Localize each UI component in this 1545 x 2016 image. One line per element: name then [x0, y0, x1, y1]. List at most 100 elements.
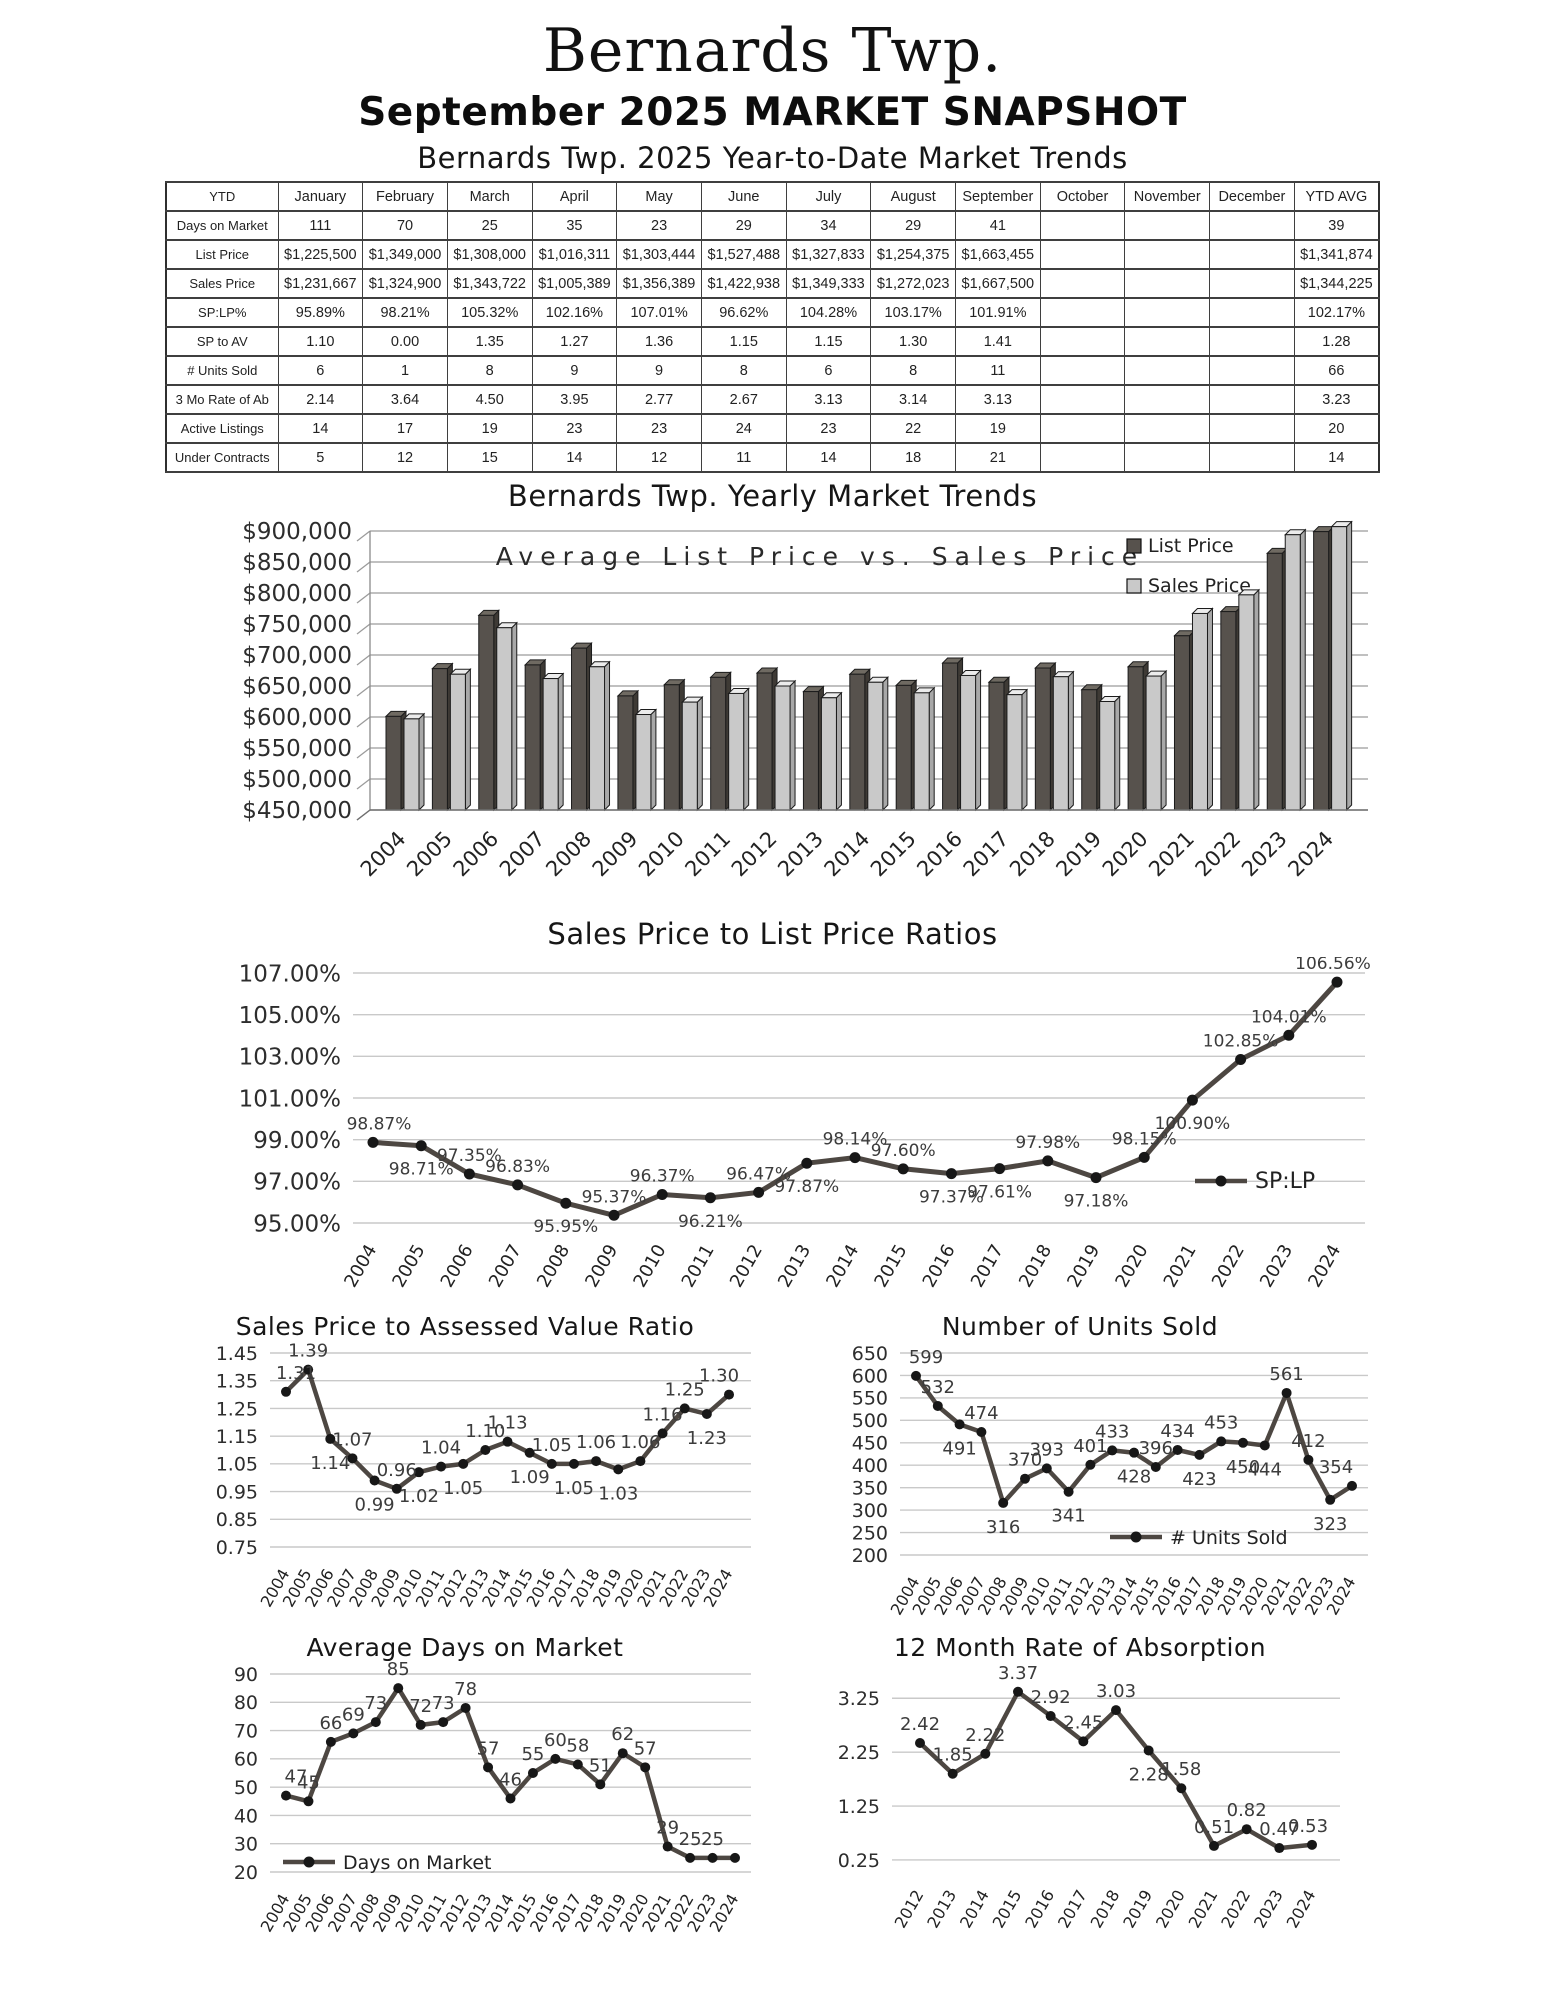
- table-row-label: SP to AV: [165, 326, 279, 357]
- svg-text:532: 532: [921, 1377, 955, 1398]
- table-cell: 39: [1293, 210, 1380, 241]
- table-header-cell: May: [616, 181, 702, 212]
- svg-text:2.42: 2.42: [900, 1714, 940, 1735]
- svg-text:200: 200: [852, 1545, 888, 1567]
- svg-text:2006: 2006: [437, 1241, 478, 1291]
- svg-text:2010: 2010: [634, 827, 689, 882]
- table-cell: 1.15: [785, 326, 872, 357]
- svg-text:2018: 2018: [1087, 1887, 1124, 1932]
- table-cell: 95.89%: [277, 297, 364, 328]
- table-row-label: List Price: [165, 239, 279, 270]
- list-vs-sales-bar-chart: $900,000 $850,000 $800,000 $750,000 $700,000…: [242, 519, 1368, 882]
- svg-text:2004: 2004: [356, 827, 411, 882]
- table-cell: 111: [277, 210, 364, 241]
- svg-text:2012: 2012: [726, 1241, 767, 1291]
- svg-text:423: 423: [1182, 1469, 1216, 1490]
- table-cell: [1039, 442, 1126, 473]
- svg-text:46: 46: [499, 1769, 522, 1790]
- table-cell: $1,349,333: [785, 268, 872, 299]
- table-cell: 96.62%: [700, 297, 787, 328]
- svg-text:1.25: 1.25: [838, 1796, 880, 1818]
- svg-text:List Price: List Price: [1148, 535, 1234, 557]
- svg-text:444: 444: [1248, 1459, 1282, 1480]
- svg-text:428: 428: [1117, 1467, 1151, 1488]
- svg-text:99.00%: 99.00%: [253, 1128, 341, 1154]
- ytd-market-table: YTD January February March April May June July A…: [165, 181, 1380, 473]
- absorption-chart-title: 12 Month Rate of Absorption: [893, 1633, 1267, 1662]
- table-cell: 2.67: [700, 384, 787, 415]
- table-row-label: # Units Sold: [165, 355, 279, 386]
- svg-text:$550,000: $550,000: [242, 736, 352, 762]
- table-cell: 11: [955, 355, 1041, 386]
- svg-text:97.00%: 97.00%: [253, 1170, 341, 1196]
- table-cell: [1039, 239, 1126, 270]
- svg-text:80: 80: [234, 1692, 258, 1714]
- table-cell: 23: [531, 413, 618, 444]
- table-cell: [1124, 326, 1211, 357]
- svg-text:650: 650: [852, 1343, 888, 1365]
- svg-text:85: 85: [387, 1662, 410, 1680]
- svg-text:2006: 2006: [449, 827, 504, 882]
- dom-chart-title: Average Days on Market: [306, 1633, 624, 1662]
- table-row-label: 3 Mo Rate of Ab: [165, 384, 279, 415]
- svg-text:2016: 2016: [1021, 1887, 1058, 1932]
- svg-text:97.37%: 97.37%: [919, 1188, 984, 1208]
- svg-text:2018: 2018: [1015, 1241, 1056, 1291]
- table-header-cell: February: [362, 181, 448, 212]
- svg-text:600: 600: [852, 1365, 888, 1387]
- svg-text:1.45: 1.45: [216, 1343, 258, 1365]
- table-cell: [1209, 326, 1295, 357]
- svg-text:3.25: 3.25: [838, 1688, 880, 1710]
- svg-text:2020: 2020: [1098, 827, 1153, 882]
- svg-text:29: 29: [656, 1818, 679, 1839]
- svg-text:95.00%: 95.00%: [253, 1211, 341, 1237]
- svg-text:96.47%: 96.47%: [726, 1164, 791, 1184]
- svg-text:2008: 2008: [541, 827, 596, 882]
- table-cell: 9: [531, 355, 618, 386]
- table-cell: 18: [870, 442, 956, 473]
- table-cell: $1,303,444: [616, 239, 702, 270]
- svg-text:0.53: 0.53: [1288, 1816, 1328, 1837]
- svg-text:1.06: 1.06: [620, 1432, 660, 1453]
- svg-text:2022: 2022: [1217, 1887, 1254, 1932]
- table-cell: [1124, 413, 1211, 444]
- table-header-cell: November: [1124, 181, 1211, 212]
- svg-text:1.02: 1.02: [399, 1486, 439, 1507]
- svg-text:412: 412: [1291, 1431, 1325, 1452]
- table-cell: $1,308,000: [446, 239, 533, 270]
- table-cell: 1.35: [446, 326, 533, 357]
- table-cell: 12: [616, 442, 702, 473]
- table-cell: 5: [277, 442, 364, 473]
- svg-text:491: 491: [942, 1438, 976, 1459]
- table-cell: 14: [785, 442, 872, 473]
- table-cell: $1,356,389: [616, 268, 702, 299]
- table-cell: 0.00: [362, 326, 448, 357]
- svg-text:354: 354: [1319, 1457, 1353, 1478]
- table-row-label: Days on Market: [165, 210, 279, 241]
- svg-text:72: 72: [409, 1696, 432, 1717]
- svg-text:2009: 2009: [588, 827, 643, 882]
- table-cell: 6: [785, 355, 872, 386]
- table-cell: 3.13: [955, 384, 1041, 415]
- svg-text:96.83%: 96.83%: [485, 1157, 550, 1177]
- svg-text:2021: 2021: [1160, 1241, 1201, 1291]
- table-cell: 1.36: [616, 326, 702, 357]
- table-cell: 1.27: [531, 326, 618, 357]
- svg-text:2013: 2013: [923, 1887, 960, 1932]
- svg-text:97.98%: 97.98%: [1015, 1133, 1080, 1153]
- svg-text:1.14: 1.14: [310, 1453, 350, 1474]
- svg-text:2015: 2015: [870, 1241, 911, 1291]
- svg-text:2020: 2020: [1152, 1887, 1189, 1932]
- table-cell: 104.28%: [785, 297, 872, 328]
- svg-text:2008: 2008: [533, 1241, 574, 1291]
- svg-text:70: 70: [234, 1720, 258, 1742]
- table-cell: 29: [870, 210, 956, 241]
- svg-text:$450,000: $450,000: [242, 798, 352, 824]
- svg-text:2012: 2012: [727, 827, 782, 882]
- table-row: SP to AV 1.10 0.00 1.35 1.27 1.36 1.15 1.15 1.30…: [165, 326, 1380, 357]
- table-cell: 102.17%: [1293, 297, 1380, 328]
- table-cell: 12: [362, 442, 448, 473]
- svg-text:0.51: 0.51: [1194, 1817, 1234, 1838]
- svg-text:2021: 2021: [1185, 1887, 1222, 1932]
